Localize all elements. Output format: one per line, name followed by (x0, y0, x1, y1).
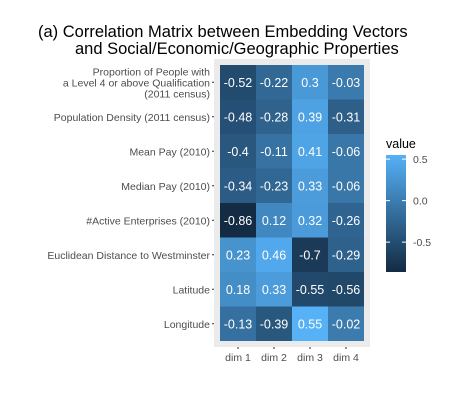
cell-value-label: 0.39 (298, 110, 322, 124)
cell-value-label: -0.22 (260, 76, 289, 90)
heatmap-cell (220, 65, 256, 100)
cell-value-label: -0.55 (296, 283, 325, 297)
cell-value-label: -0.52 (224, 76, 253, 90)
cell-value-label: 0.23 (226, 248, 250, 262)
heatmap-cell (256, 272, 292, 307)
heatmap-cell (292, 306, 328, 341)
cell-value-label: 0.3 (301, 76, 318, 90)
heatmap-cell (256, 65, 292, 100)
heatmap-cell (220, 99, 256, 134)
heatmap-cell (328, 272, 364, 307)
legend-ticks: 0.5 0.0 -0.5 (386, 154, 431, 249)
cell-value-label: -0.02 (332, 317, 361, 331)
heatmap-cell (328, 168, 364, 203)
heatmap-cell (292, 272, 328, 307)
heatmap-cell (292, 168, 328, 203)
heatmap-cell (328, 203, 364, 238)
cell-value-label: 0.33 (298, 179, 322, 193)
row-label: Median Pay (2010) (121, 181, 210, 193)
heatmap-cell (256, 168, 292, 203)
cell-value-label: -0.26 (332, 214, 361, 228)
heatmap-cell (292, 134, 328, 169)
cell-value-label: -0.48 (224, 110, 253, 124)
row-label: Proportion of People with (93, 66, 210, 78)
heatmap-cell (328, 134, 364, 169)
legend-tick-label: 0.0 (413, 196, 428, 208)
heatmap-cell (292, 237, 328, 272)
row-label: Population Density (2011 census) (54, 112, 210, 124)
row-label: Latitude (173, 284, 211, 296)
legend-tick-label: 0.5 (413, 154, 428, 166)
heatmap-cell (256, 134, 292, 169)
cell-value-label: -0.34 (224, 179, 253, 193)
heatmap-cell (328, 99, 364, 134)
heatmap-cell (328, 237, 364, 272)
cell-value-label: 0.18 (226, 283, 250, 297)
chart-title-line-2: and Social/Economic/Geographic Propertie… (75, 40, 399, 58)
row-label: (2011 census) (144, 88, 210, 100)
heatmap-cell (220, 306, 256, 341)
legend-title: value (386, 137, 416, 151)
cell-value-label: 0.55 (298, 317, 322, 331)
cell-value-label: -0.03 (332, 76, 361, 90)
heatmap-cell (292, 65, 328, 100)
cell-value-label: -0.11 (260, 145, 288, 159)
heatmap-cell (220, 203, 256, 238)
heatmap-cell (220, 134, 256, 169)
heatmap-cells: -0.52 -0.22 0.3 -0.03 -0.48 -0.28 0.39 -0.31 -0.… (220, 65, 364, 341)
cell-value-label: 0.32 (298, 214, 322, 228)
column-axis-labels: dim 1 dim 2 dim 3 dim 4 (225, 347, 359, 364)
heatmap-cell (220, 272, 256, 307)
cell-value-label: -0.23 (260, 179, 289, 193)
cell-value-label: -0.28 (260, 110, 289, 124)
heatmap-cell (256, 237, 292, 272)
cell-value-label: -0.31 (332, 110, 361, 124)
cell-value-label: 0.46 (262, 248, 286, 262)
column-label: dim 1 (225, 352, 251, 364)
row-label: Mean Pay (2010) (129, 146, 210, 158)
cell-value-label: -0.4 (227, 145, 249, 159)
row-label: Longitude (164, 319, 210, 331)
heatmap-cell (256, 203, 292, 238)
cell-value-label: -0.86 (224, 214, 253, 228)
heatmap-cell (220, 168, 256, 203)
column-label: dim 3 (297, 352, 323, 364)
color-legend: value 0.5 0.0 -0.5 (386, 137, 431, 272)
column-label: dim 2 (261, 352, 287, 364)
cell-value-label: -0.7 (299, 248, 321, 262)
legend-tick-label: -0.5 (413, 237, 431, 249)
cell-value-label: -0.13 (224, 317, 253, 331)
cell-value-label: -0.06 (332, 145, 361, 159)
heatmap-cell (220, 237, 256, 272)
row-label: #Active Enterprises (2010) (86, 215, 210, 227)
heatmap-cell (328, 306, 364, 341)
cell-value-label: 0.41 (298, 145, 322, 159)
heatmap-cell (292, 99, 328, 134)
column-label: dim 4 (333, 352, 359, 364)
cell-value-label: -0.06 (332, 179, 361, 193)
cell-value-label: -0.56 (332, 283, 361, 297)
row-label: a Level 4 or above Qualification (63, 77, 210, 89)
heatmap-cell (256, 99, 292, 134)
legend-color-bar (386, 155, 406, 272)
heatmap-cell (292, 203, 328, 238)
heatmap-cell (256, 306, 292, 341)
cell-value-label: -0.39 (260, 317, 289, 331)
chart-title-line-1: (a) Correlation Matrix between Embedding… (38, 23, 408, 41)
cell-value-label: 0.33 (262, 283, 286, 297)
cell-value-label: -0.29 (332, 248, 361, 262)
heatmap-cell (328, 65, 364, 100)
cell-value-label: 0.12 (262, 214, 286, 228)
row-label: Euclidean Distance to Westminster (47, 250, 210, 262)
